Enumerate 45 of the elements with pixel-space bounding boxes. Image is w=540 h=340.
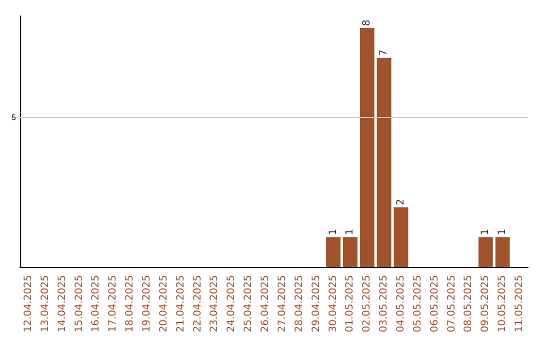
x-tick-label: 29.04.2025: [310, 275, 322, 332]
bar: [360, 28, 374, 267]
bar: [343, 237, 358, 267]
x-tick-label: 16.04.2025: [90, 275, 102, 332]
bar: [478, 237, 493, 267]
x-tick-label: 13.04.2025: [40, 275, 51, 332]
bar: [376, 58, 392, 267]
x-tick-label: 24.04.2025: [226, 275, 238, 332]
x-tick-label: 14.04.2025: [56, 275, 68, 332]
x-tick-label: 08.05.2025: [463, 275, 474, 332]
bar: [495, 237, 510, 267]
x-tick-label: 18.04.2025: [124, 275, 136, 332]
x-tick-label: 17.04.2025: [108, 275, 119, 332]
x-tick-label: 21.04.2025: [175, 275, 186, 332]
bar: [394, 207, 408, 267]
x-tick-label: 04.05.2025: [396, 275, 406, 332]
data-label: 1: [344, 228, 356, 236]
data-label: 1: [497, 228, 508, 236]
x-tick-label: 15.04.2025: [74, 275, 85, 332]
x-tick-label: 23.04.2025: [209, 275, 220, 332]
data-label: 2: [396, 198, 406, 206]
x-tick-label: 27.04.2025: [276, 275, 288, 332]
data-label: 8: [362, 20, 373, 26]
ref-line-label: 5: [12, 113, 17, 122]
x-tick-label: 26.04.2025: [260, 275, 272, 332]
x-tick-label: 20.04.2025: [158, 275, 170, 332]
x-tick-label: 12.04.2025: [22, 275, 34, 332]
x-tick-label: 19.04.2025: [142, 275, 152, 332]
x-tick-label: 25.04.2025: [243, 275, 254, 332]
x-tick-label: 10.05.2025: [497, 275, 508, 332]
x-tick-label: 06.05.2025: [429, 275, 440, 332]
data-label: 1: [480, 228, 492, 236]
x-tick-label: 09.05.2025: [480, 275, 492, 332]
x-tick-label: 22.04.2025: [192, 275, 204, 332]
bar: [326, 237, 340, 267]
data-label: 1: [328, 228, 339, 236]
x-tick-label: 01.05.2025: [344, 275, 356, 332]
x-tick-label: 03.05.2025: [378, 275, 390, 332]
x-tick-label: 02.05.2025: [362, 275, 373, 332]
data-label: 7: [378, 49, 390, 56]
x-tick-label: 30.04.2025: [328, 275, 339, 332]
x-tick-label: 11.05.2025: [514, 275, 526, 332]
x-tick-label: 28.04.2025: [294, 275, 305, 332]
x-tick-label: 05.05.2025: [412, 275, 424, 332]
x-tick-label: 07.05.2025: [446, 275, 458, 332]
